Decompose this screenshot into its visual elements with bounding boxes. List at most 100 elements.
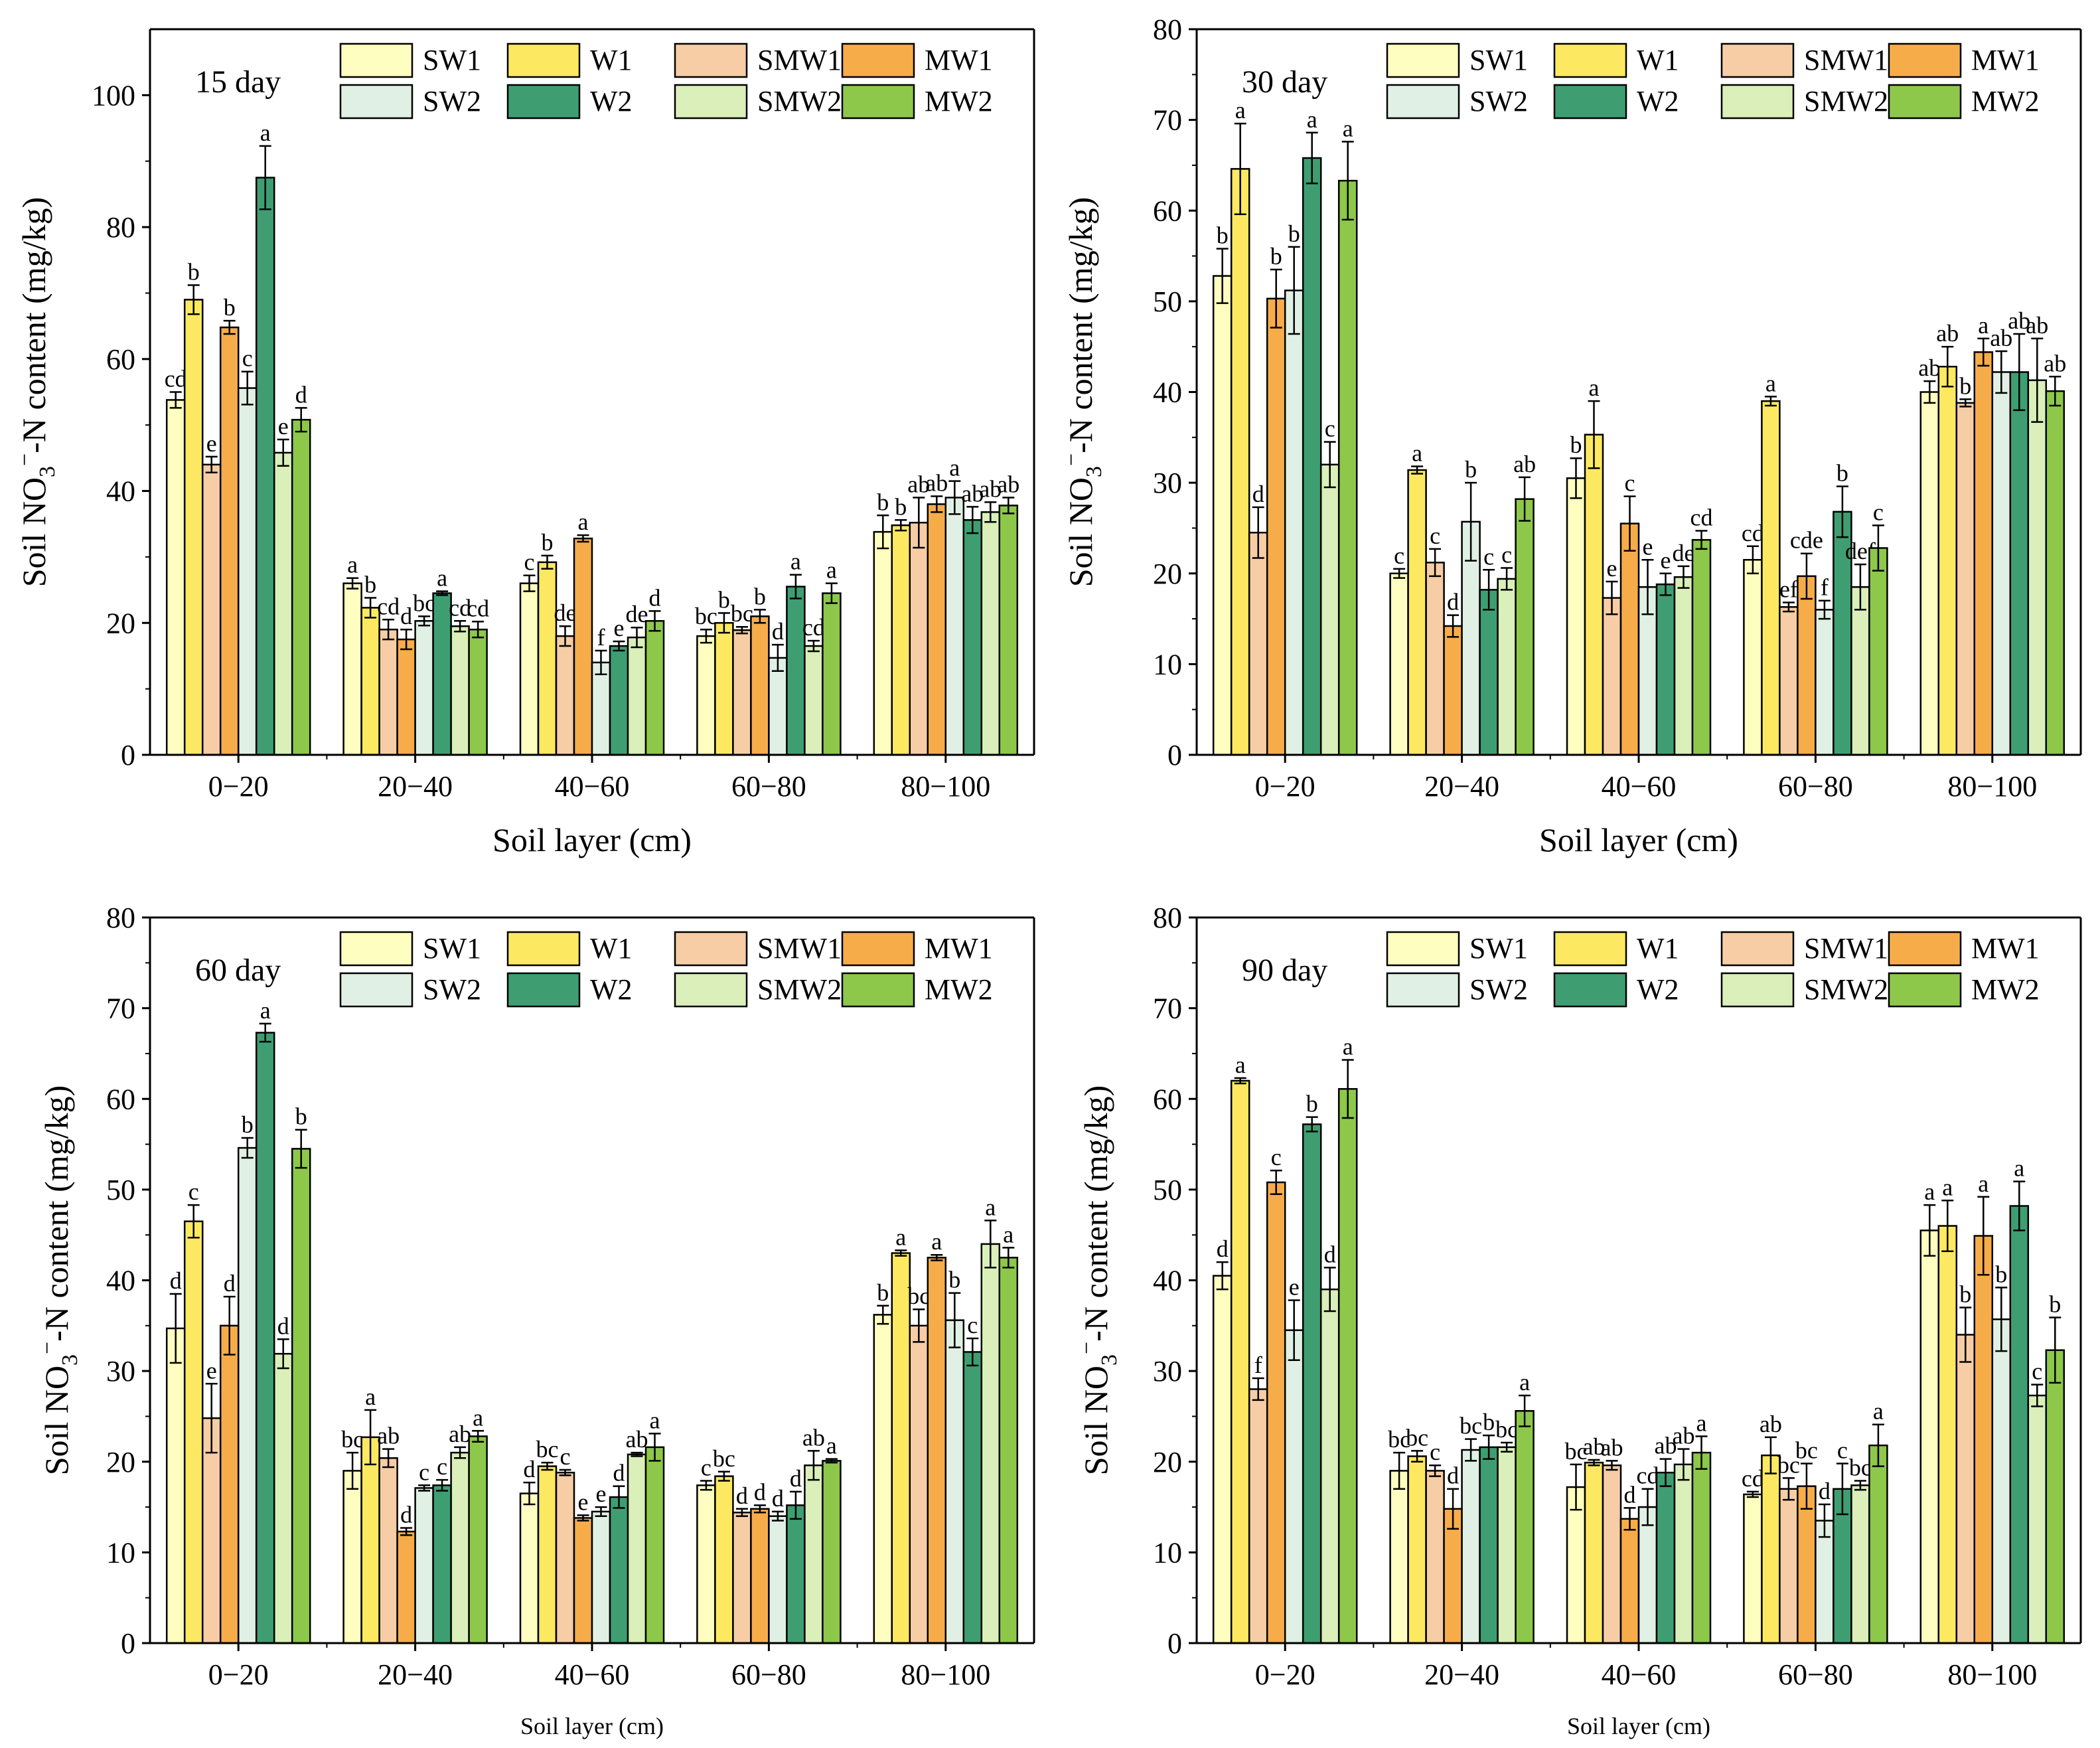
bar: [573, 537, 593, 756]
panel-title: 90 day: [1242, 953, 1327, 988]
bar: [962, 519, 983, 756]
legend-swatch-SMW2: [1720, 972, 1795, 1008]
bar: [1266, 297, 1286, 756]
legend-swatch-SW1: [339, 931, 413, 967]
legend-label-MW1: MW1: [925, 44, 993, 76]
significance-letter: a: [437, 565, 447, 592]
x-axis-title: Soil layer (cm): [492, 821, 692, 858]
significance-letter: c: [1483, 543, 1494, 570]
legend-label-SMW1: SMW1: [757, 932, 842, 965]
legend-swatch-MW1: [1888, 42, 1962, 78]
legend-swatch-MW2: [841, 84, 915, 119]
significance-letter: bc: [1460, 1413, 1482, 1439]
significance-letter: c: [701, 1454, 712, 1480]
significance-letter: d: [400, 603, 412, 629]
significance-letter: c: [1501, 542, 1512, 568]
significance-letter: e: [1289, 1274, 1300, 1301]
y-tick-label: 60: [106, 1083, 135, 1115]
significance-letter: b: [1270, 243, 1282, 270]
legend-swatch-W2: [1553, 84, 1627, 119]
significance-letter: cd: [802, 614, 825, 641]
significance-letter: de: [554, 599, 577, 626]
bar: [1425, 562, 1445, 756]
significance-letter: c: [1837, 1437, 1848, 1463]
significance-letter: a: [985, 1194, 996, 1220]
bar: [219, 326, 240, 756]
legend-swatch-MW1: [841, 42, 915, 78]
legend-label-W1: W1: [1637, 932, 1679, 965]
significance-letter: ab: [1918, 355, 1941, 381]
bar: [183, 299, 204, 756]
bar: [1407, 469, 1427, 756]
y-axis-title: Soil NO3−-N content (mg/kg): [1075, 1085, 1122, 1476]
significance-letter: a: [1235, 97, 1246, 123]
significance-letter: a: [1343, 115, 1353, 141]
y-axis-title-rest: -N content (mg/kg): [15, 197, 52, 453]
legend-label-MW2: MW2: [925, 85, 993, 118]
y-tick-label: 0: [121, 739, 135, 771]
bar: [1761, 1454, 1781, 1644]
bar: [1230, 1079, 1250, 1644]
significance-letter: b: [188, 259, 200, 285]
bar: [944, 1319, 965, 1644]
bar: [519, 582, 540, 756]
legend-label-SW1: SW1: [423, 932, 481, 965]
bar: [944, 497, 965, 756]
legend-label-MW1: MW1: [1971, 932, 2040, 965]
y-tick-label: 80: [1153, 13, 1182, 46]
bar: [1212, 1275, 1233, 1644]
bar: [1584, 434, 1604, 756]
bar: [1602, 1464, 1622, 1644]
significance-letter: c: [524, 549, 535, 576]
significance-letter: d: [400, 1501, 412, 1528]
legend-label-SMW2: SMW2: [757, 85, 842, 118]
significance-letter: a: [1873, 1398, 1884, 1425]
legend-swatch-SW1: [1386, 42, 1460, 78]
significance-letter: b: [224, 294, 236, 321]
significance-letter: d: [772, 618, 784, 645]
legend-swatch-W2: [506, 84, 581, 119]
bar: [1868, 1444, 1888, 1644]
legend-swatch-SMW1: [1720, 42, 1795, 78]
y-tick-label: 80: [106, 902, 135, 934]
y-axis-title-superscript: −: [1059, 453, 1084, 466]
legend-swatch-SMW2: [674, 972, 748, 1008]
y-tick-label: 30: [1153, 1355, 1182, 1388]
bar: [786, 586, 806, 756]
significance-letter: b: [1483, 1409, 1495, 1435]
significance-letter: f: [1821, 574, 1829, 601]
bar: [432, 592, 452, 756]
bar: [1302, 157, 1322, 756]
legend-label-SMW2: SMW2: [1804, 85, 1888, 118]
significance-letter: ef: [1779, 576, 1798, 602]
significance-letter: bc: [1795, 1437, 1818, 1463]
significance-letter: cd: [449, 594, 471, 621]
y-tick-label: 40: [106, 475, 135, 508]
significance-letter: cde: [1790, 527, 1823, 554]
bar: [1779, 606, 1799, 756]
y-tick-label: 0: [121, 1627, 135, 1660]
significance-letter: d: [1217, 1235, 1229, 1262]
legend-label-W2: W2: [1637, 973, 1679, 1006]
bar: [980, 1243, 1001, 1644]
bar: [998, 505, 1019, 756]
bar: [1850, 586, 1870, 756]
legend-swatch-SMW1: [674, 931, 748, 967]
x-tick-label: 20−40: [1424, 1658, 1499, 1691]
significance-letter: ab: [2026, 312, 2048, 339]
significance-letter: a: [931, 1228, 942, 1255]
bar: [627, 636, 647, 756]
significance-letter: a: [895, 1224, 906, 1250]
bar: [750, 1508, 770, 1644]
legend-label-SMW1: SMW1: [1804, 44, 1888, 76]
significance-letter: ab: [961, 480, 984, 507]
x-tick-label: 20−40: [378, 770, 453, 803]
y-tick-label: 30: [1153, 467, 1182, 499]
significance-letter: d: [649, 584, 661, 611]
legend-swatch-SW2: [1386, 972, 1460, 1008]
y-tick-label: 10: [1153, 1536, 1182, 1569]
bar: [1868, 547, 1888, 756]
significance-letter: bc: [1565, 1438, 1588, 1465]
significance-letter: e: [206, 430, 217, 457]
